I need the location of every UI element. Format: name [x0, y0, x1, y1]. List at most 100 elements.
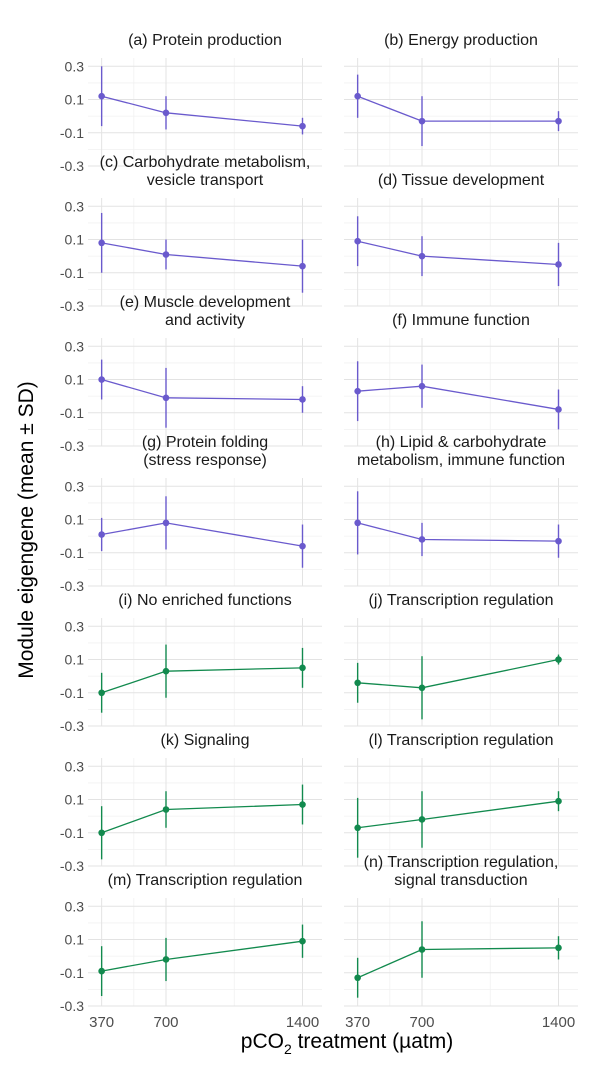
- data-point: [98, 967, 105, 975]
- data-point: [555, 406, 562, 413]
- data-point: [418, 816, 426, 823]
- data-point: [299, 664, 306, 672]
- data-point: [299, 122, 306, 130]
- panel-title: (b) Energy production: [384, 32, 538, 49]
- y-tick-label: 0.3: [65, 58, 85, 74]
- y-tick-label: 0.1: [65, 932, 85, 948]
- data-point: [354, 974, 361, 982]
- data-point: [162, 956, 170, 963]
- panel: 370 700 1400 (n) Transcription regulation,s…: [344, 854, 578, 1031]
- data-point: [354, 237, 361, 245]
- panel: 0.3 0.1 -0.1 -0.3 (k) Signaling: [60, 732, 322, 874]
- panel-title: (d) Tissue development: [378, 172, 545, 189]
- data-point: [162, 394, 170, 402]
- x-tick-label: 370: [89, 1014, 114, 1031]
- data-point: [354, 519, 361, 527]
- data-point: [162, 519, 170, 527]
- panel: 0.3 0.1 -0.1 -0.3 (e) Muscle developmentand …: [60, 294, 322, 454]
- panel-title: (f) Immune function: [392, 312, 530, 329]
- x-axis-title-prefix: pCO: [241, 1030, 284, 1053]
- data-point: [354, 679, 361, 687]
- y-tick-label: -0.1: [60, 685, 84, 701]
- data-point: [418, 536, 426, 543]
- series-line: [357, 240, 559, 266]
- x-tick-label: 700: [153, 1014, 178, 1031]
- panel-title: (k) Signaling: [161, 732, 250, 749]
- data-point: [98, 531, 105, 538]
- data-point: [299, 542, 306, 550]
- panel-title: (l) Transcription regulation: [369, 732, 554, 749]
- series-line: [101, 522, 303, 547]
- data-point: [98, 689, 105, 697]
- data-point: [418, 946, 426, 953]
- panel-title: vesicle transport: [147, 172, 264, 189]
- data-point: [418, 382, 426, 390]
- data-point: [162, 667, 170, 675]
- panel-title: (h) Lipid & carbohydrate: [376, 434, 547, 451]
- data-point: [354, 824, 361, 832]
- series-line: [101, 667, 303, 694]
- y-tick-label: 0.3: [65, 338, 85, 354]
- data-point: [98, 92, 105, 100]
- panel: (f) Immune function: [344, 312, 578, 447]
- panel-title: (stress response): [143, 452, 267, 469]
- y-tick-label: -0.1: [60, 965, 84, 981]
- data-point: [299, 801, 306, 808]
- y-tick-label: -0.1: [60, 265, 84, 281]
- data-point: [354, 92, 361, 100]
- data-point: [418, 684, 426, 692]
- y-tick-label: -0.1: [60, 545, 84, 561]
- x-tick-label: 1400: [542, 1014, 575, 1031]
- y-tick-label: -0.3: [60, 858, 84, 874]
- data-point: [418, 117, 426, 125]
- panel: 0.3 0.1 -0.1 -0.3 (i) No enriched functions: [60, 592, 322, 734]
- y-tick-label: -0.3: [60, 998, 84, 1014]
- y-tick-label: 0.1: [65, 652, 85, 668]
- panel-title: (g) Protein folding: [142, 434, 268, 451]
- data-point: [354, 387, 361, 395]
- y-tick-label: 0.3: [65, 758, 85, 774]
- series-line: [357, 385, 559, 411]
- series-line: [357, 800, 559, 829]
- y-tick-label: 0.1: [65, 372, 85, 388]
- y-tick-label: -0.3: [60, 578, 84, 594]
- panel-title: (a) Protein production: [128, 32, 282, 49]
- series-line: [101, 95, 303, 127]
- y-tick-label: 0.3: [65, 478, 85, 494]
- data-point: [98, 829, 105, 837]
- series-line: [357, 658, 559, 689]
- data-point: [299, 262, 306, 270]
- data-point: [162, 806, 170, 813]
- y-axis-title: Module eigengene (mean ± SD): [15, 381, 38, 679]
- panel-title: and activity: [165, 312, 245, 329]
- y-tick-label: 0.3: [65, 618, 85, 634]
- panel: (l) Transcription regulation: [344, 732, 578, 867]
- x-tick-label: 1400: [286, 1014, 319, 1031]
- panel: 0.3 0.1 -0.1 -0.3 (a) Protein production: [60, 32, 322, 174]
- x-axis-title-subscript: 2: [284, 1041, 292, 1057]
- data-point: [162, 251, 170, 258]
- y-tick-label: -0.3: [60, 158, 84, 174]
- data-point: [299, 937, 306, 945]
- panel-title: (m) Transcription regulation: [108, 872, 303, 889]
- panel: (d) Tissue development: [344, 172, 578, 307]
- panel-title: signal transduction: [394, 872, 527, 889]
- data-point: [98, 376, 105, 383]
- panel-title: (j) Transcription regulation: [369, 592, 554, 609]
- series-line: [357, 522, 559, 542]
- x-axis-title: pCO2 treatment (µatm): [241, 1030, 453, 1057]
- y-tick-label: -0.1: [60, 825, 84, 841]
- panel: 0.3 0.1 -0.1 -0.3 (c) Carbohydrate metabolis…: [60, 154, 322, 314]
- y-tick-label: -0.3: [60, 298, 84, 314]
- y-tick-label: 0.1: [65, 512, 85, 528]
- x-tick-label: 700: [409, 1014, 434, 1031]
- y-tick-label: 0.3: [65, 198, 85, 214]
- y-tick-label: -0.1: [60, 405, 84, 421]
- data-point: [555, 944, 562, 952]
- x-tick-label: 370: [345, 1014, 370, 1031]
- data-point: [555, 797, 562, 805]
- panel: 0.3 0.1 -0.1 -0.3 (g) Protein folding(stress…: [60, 434, 322, 594]
- y-tick-label: 0.1: [65, 92, 85, 108]
